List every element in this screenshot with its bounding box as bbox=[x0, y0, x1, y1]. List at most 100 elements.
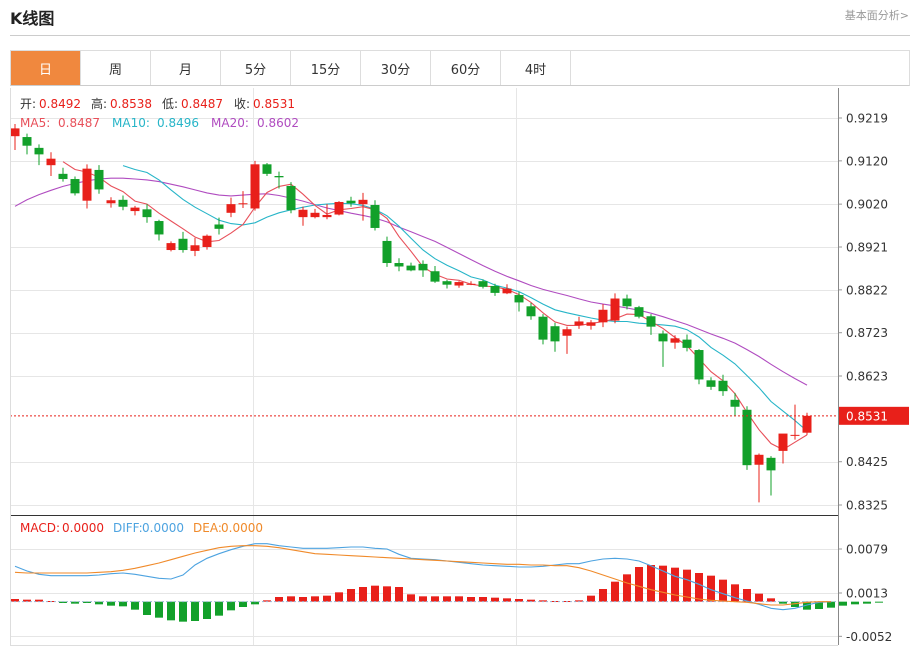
diff-line bbox=[14, 543, 832, 611]
macd-bar bbox=[11, 599, 19, 602]
candle-body bbox=[502, 288, 512, 294]
macd-bar bbox=[107, 601, 115, 606]
macd-tick-label: 0.0013 bbox=[846, 587, 888, 601]
candle-body bbox=[418, 263, 428, 271]
candle-body bbox=[622, 298, 632, 307]
page-title: K线图 bbox=[10, 9, 55, 28]
macd-bar bbox=[695, 573, 703, 602]
candle-body bbox=[358, 199, 368, 205]
price-tick-label: 0.8325 bbox=[846, 499, 888, 513]
candle-body bbox=[610, 298, 620, 321]
candle-body bbox=[694, 350, 704, 380]
candle-body bbox=[274, 176, 284, 178]
macd-bar bbox=[191, 601, 199, 621]
candle-body bbox=[490, 285, 500, 293]
tab-month[interactable]: 月 bbox=[151, 51, 221, 85]
tab-day[interactable]: 日 bbox=[11, 51, 81, 85]
price-tick-label: 0.8822 bbox=[846, 283, 888, 297]
macd-bar bbox=[59, 601, 67, 603]
macd-bar bbox=[335, 592, 343, 602]
tab-15min[interactable]: 15分 bbox=[291, 51, 361, 85]
candle-body bbox=[238, 203, 248, 205]
candle-body bbox=[142, 209, 152, 218]
macd-bar bbox=[203, 601, 211, 619]
price-tick-label: 0.8723 bbox=[846, 326, 888, 340]
candle-body bbox=[46, 158, 56, 166]
high-label: 高: bbox=[91, 96, 107, 111]
macd-bar bbox=[815, 601, 823, 609]
price-tick-label: 0.8623 bbox=[846, 370, 888, 384]
diff-value: 0.0000 bbox=[142, 521, 184, 535]
macd-bar bbox=[719, 579, 727, 602]
tab-30min[interactable]: 30分 bbox=[361, 51, 431, 85]
macd-bar bbox=[287, 596, 295, 602]
price-tick-label: 0.9120 bbox=[846, 154, 888, 168]
candle-body bbox=[370, 205, 380, 228]
candle-body bbox=[526, 306, 536, 317]
macd-bar bbox=[131, 601, 139, 610]
candle-body bbox=[550, 326, 560, 342]
candle-body bbox=[790, 434, 800, 436]
candle-body bbox=[754, 454, 764, 465]
macd-bar bbox=[827, 601, 835, 608]
macd-bar bbox=[779, 601, 787, 604]
macd-bar bbox=[635, 567, 643, 602]
price-tick-label: 0.9020 bbox=[846, 198, 888, 212]
macd-value: 0.0000 bbox=[62, 521, 104, 535]
macd-bar bbox=[383, 586, 391, 602]
macd-bar bbox=[839, 601, 847, 606]
macd-bar bbox=[755, 593, 763, 602]
candle-body bbox=[478, 281, 488, 287]
macd-bar bbox=[419, 596, 427, 602]
fundamental-analysis-link[interactable]: 基本面分析> bbox=[844, 9, 909, 22]
price-tick-label: 0.8921 bbox=[846, 241, 888, 255]
macd-bar bbox=[863, 601, 871, 604]
candle-body bbox=[718, 380, 728, 392]
macd-bar bbox=[791, 601, 799, 607]
macd-bar bbox=[35, 599, 43, 602]
macd-bar bbox=[347, 589, 355, 602]
last-price-badge bbox=[838, 406, 909, 425]
macd-bar bbox=[527, 599, 535, 602]
macd-bar bbox=[143, 601, 151, 615]
candle-body bbox=[730, 399, 740, 407]
candle-body bbox=[802, 415, 812, 433]
macd-bar bbox=[71, 601, 79, 604]
price-tick-label: 0.9219 bbox=[846, 112, 888, 126]
macd-bar bbox=[731, 584, 739, 602]
close-value: 0.8531 bbox=[253, 97, 295, 111]
candle-body bbox=[766, 457, 776, 471]
macd-bar bbox=[263, 600, 271, 602]
macd-bar bbox=[683, 569, 691, 602]
candle-body bbox=[70, 179, 80, 194]
candle-body bbox=[454, 282, 464, 286]
macd-bar bbox=[515, 599, 523, 602]
tab-week[interactable]: 周 bbox=[81, 51, 151, 85]
candle-body bbox=[226, 204, 236, 213]
tab-60min[interactable]: 60分 bbox=[431, 51, 501, 85]
macd-bar bbox=[323, 595, 331, 602]
macd-bar bbox=[647, 565, 655, 602]
ma5-label: MA5: bbox=[20, 116, 50, 130]
macd-bar bbox=[479, 597, 487, 602]
macd-bar bbox=[455, 596, 463, 602]
header-divider bbox=[10, 35, 910, 36]
dea-line bbox=[14, 545, 831, 606]
candle-body bbox=[310, 212, 320, 218]
macd-bar bbox=[431, 596, 439, 602]
candle-body bbox=[706, 380, 716, 387]
tab-4hour[interactable]: 4时 bbox=[501, 51, 571, 85]
macd-tick-label: 0.0079 bbox=[846, 543, 888, 557]
candle-body bbox=[538, 316, 548, 340]
dea-label: DEA: bbox=[193, 521, 222, 535]
candle-body bbox=[262, 164, 272, 174]
candle-body bbox=[58, 173, 68, 180]
candle-body bbox=[682, 339, 692, 348]
candle-body bbox=[82, 168, 92, 201]
tab-5min[interactable]: 5分 bbox=[221, 51, 291, 85]
candle-body bbox=[442, 281, 452, 285]
macd-bar bbox=[227, 601, 235, 611]
candle-body bbox=[118, 199, 128, 207]
macd-bar bbox=[23, 599, 31, 602]
